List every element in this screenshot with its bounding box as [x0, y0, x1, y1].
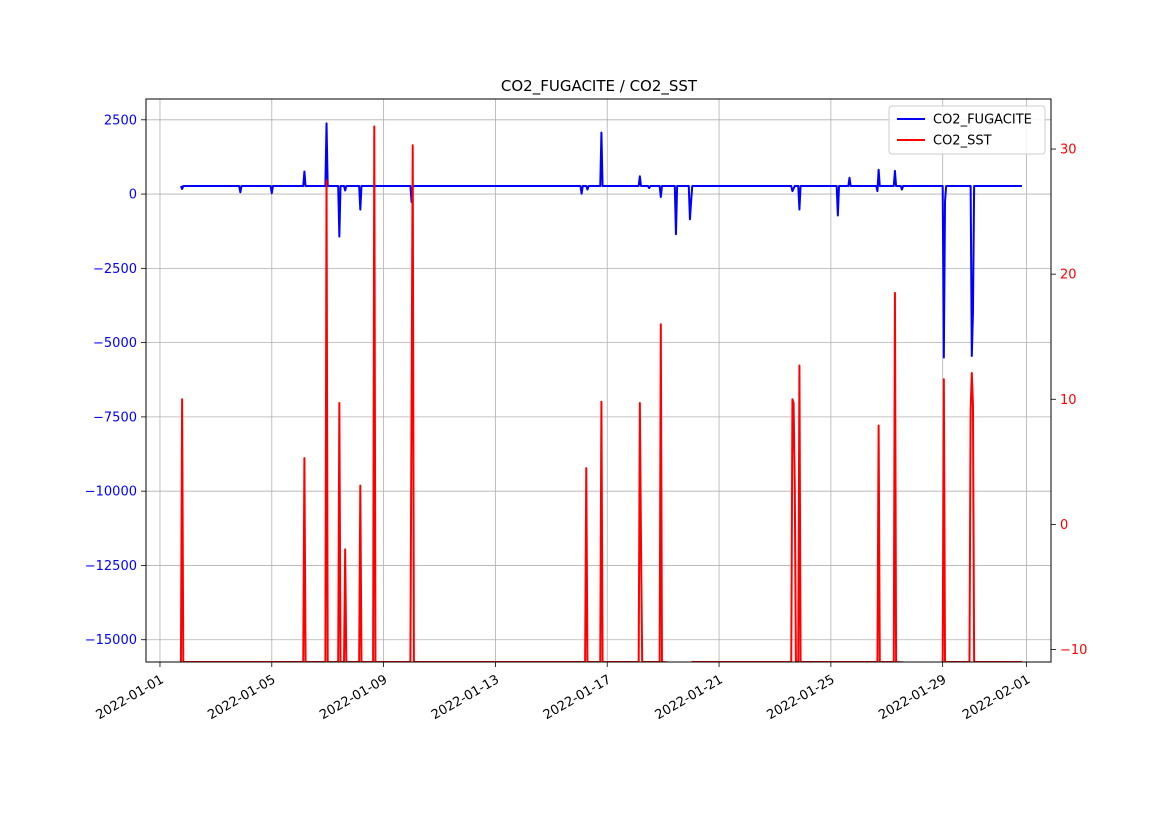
- y-left-tick-label: −15000: [85, 633, 137, 648]
- y-right-tick-label: 10: [1060, 393, 1077, 408]
- legend-box: [888, 105, 1046, 155]
- legend-label: CO2_FUGACITE: [933, 113, 1032, 128]
- plot-frame: [145, 98, 1052, 663]
- legend-label: CO2_SST: [933, 134, 992, 149]
- y-right-tick-label: 0: [1060, 518, 1068, 533]
- series-line-co2-fugacite: [180, 122, 1022, 359]
- y-axis-right: 30 20 10 0 −10: [1051, 143, 1087, 658]
- y-right-tick-label: −10: [1060, 643, 1087, 658]
- y-left-tick-label: −12500: [85, 559, 137, 574]
- y-left-tick-label: −10000: [85, 485, 137, 500]
- series-layer: [179, 122, 1022, 662]
- y-right-tick-label: 30: [1060, 143, 1077, 158]
- y-left-tick-label: −5000: [93, 336, 137, 351]
- y-left-tick-label: 2500: [104, 113, 137, 128]
- y-left-tick-label: −7500: [93, 410, 137, 425]
- legend: CO2_FUGACITE CO2_SST: [888, 105, 1046, 155]
- series-line-co2-sst: [179, 125, 1022, 662]
- y-right-tick-label: 20: [1060, 268, 1077, 283]
- y-left-tick-label: −2500: [93, 262, 137, 277]
- chart-title: CO2_FUGACITE / CO2_SST: [501, 77, 698, 96]
- y-axis-left: 2500 0 −2500 −5000 −7500 −10000 −12500 −15000: [85, 113, 146, 648]
- y-left-tick-label: 0: [129, 188, 137, 203]
